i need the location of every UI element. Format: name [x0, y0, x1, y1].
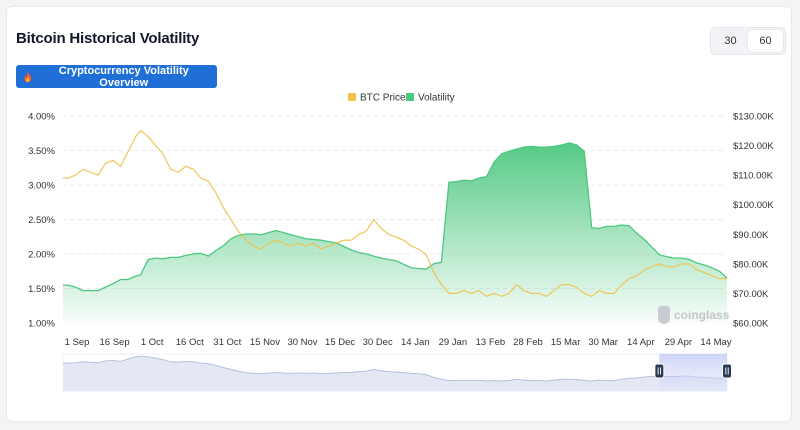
volatility-overview-button[interactable]: Cryptocurrency Volatility Overview	[16, 64, 217, 89]
period-30-button[interactable]: 30	[713, 30, 748, 52]
fire-icon	[24, 71, 32, 82]
period-toggle: 30 60	[710, 27, 786, 55]
page-title: Bitcoin Historical Volatility	[16, 30, 200, 47]
overview-button-label: Cryptocurrency Volatility Overview	[58, 64, 189, 89]
period-60-button[interactable]: 60	[748, 30, 783, 52]
